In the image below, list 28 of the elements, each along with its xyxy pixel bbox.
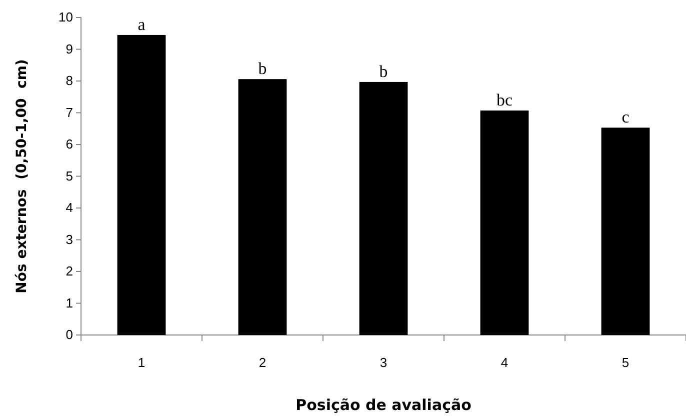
y-tick-label: 8: [66, 73, 73, 88]
x-tick-label: 1: [138, 355, 146, 370]
y-tick-label: 3: [66, 232, 73, 247]
y-axis-title: Nós externos (0,50-1,00 cm): [14, 59, 30, 294]
bar: [480, 110, 529, 335]
x-axis-title: Posição de avaliação: [296, 396, 472, 414]
annotation: b: [258, 59, 267, 78]
y-tick-label: 6: [66, 136, 73, 152]
y-tick-label: 7: [66, 104, 73, 120]
y-tick-label: 2: [66, 264, 73, 279]
annotation: bc: [496, 90, 513, 110]
annotation: c: [622, 108, 630, 127]
y-tick-label: 1: [66, 295, 73, 310]
annotation: a: [138, 14, 146, 34]
y-tick-label: 5: [66, 168, 73, 184]
y-tick-label: 4: [66, 200, 73, 216]
y-tick-label: 10: [58, 10, 73, 25]
y-tick-label: 9: [66, 41, 73, 56]
x-tick-label: 3: [380, 355, 388, 370]
x-tick-label: 2: [258, 355, 266, 370]
y-tick-label: 0: [66, 327, 73, 342]
bar: [117, 34, 166, 335]
bar: [238, 79, 287, 335]
annotation: b: [379, 62, 388, 81]
bar: [359, 82, 408, 335]
x-tick-label: 5: [622, 355, 630, 370]
bar: [601, 128, 650, 335]
x-tick-label: 4: [500, 355, 508, 370]
